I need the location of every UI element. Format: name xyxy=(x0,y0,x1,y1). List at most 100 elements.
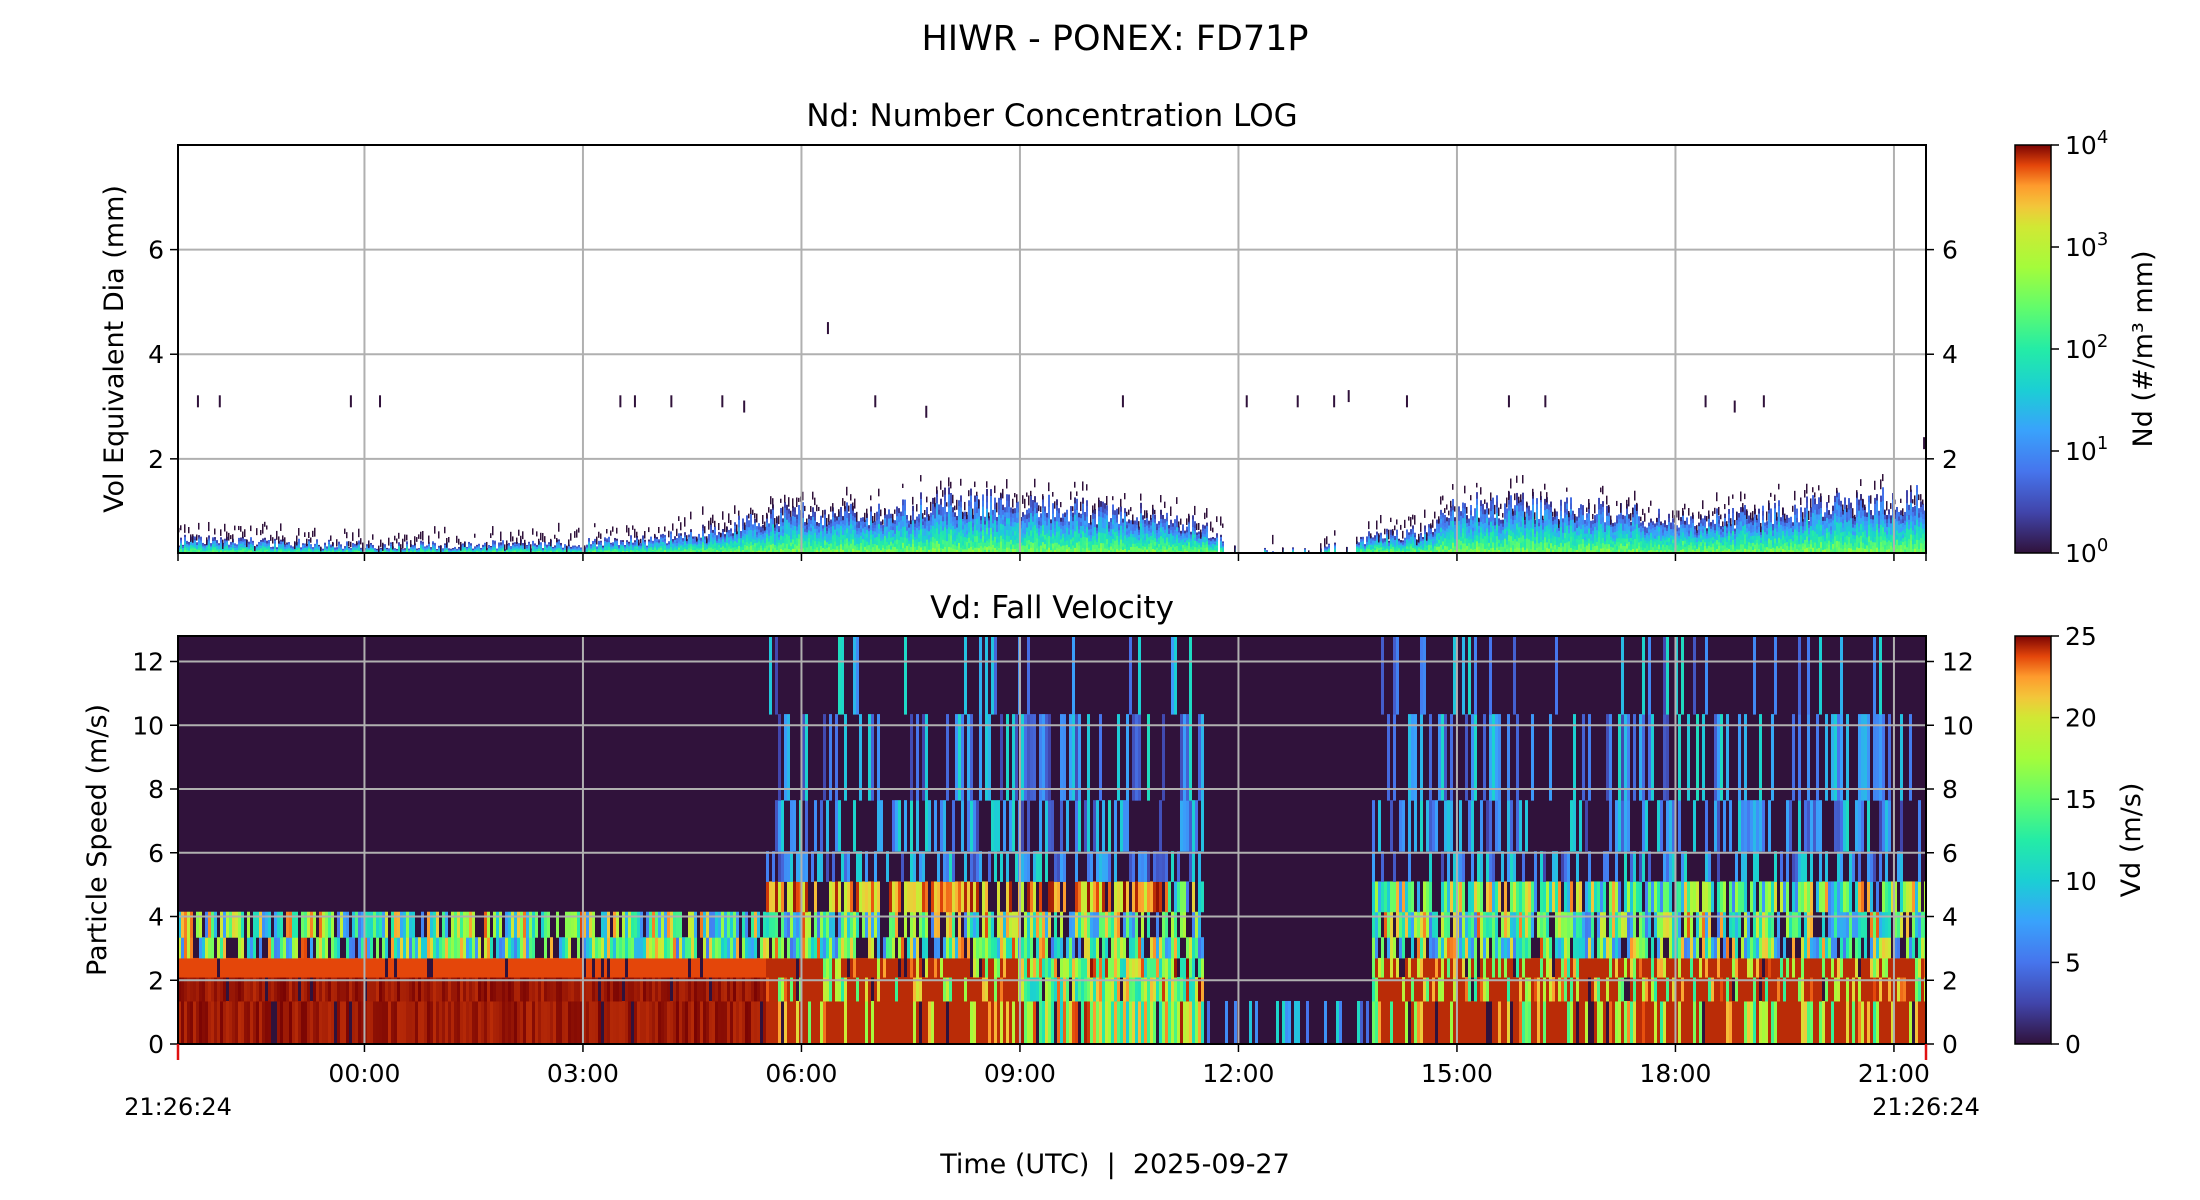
nd-cell xyxy=(662,547,664,550)
nd-cell xyxy=(984,542,986,547)
nd-cell xyxy=(1068,543,1070,548)
nd-cell xyxy=(760,537,762,541)
nd-cell xyxy=(1048,541,1050,548)
nd-cell xyxy=(1014,508,1016,514)
nd-speckle xyxy=(392,541,394,550)
nd-cell xyxy=(884,522,886,528)
nd-cell xyxy=(432,541,434,543)
nd-cell xyxy=(854,532,856,538)
nd-cell xyxy=(722,538,724,542)
nd-cell xyxy=(780,539,782,545)
nd-cell xyxy=(864,549,866,553)
nd-cell xyxy=(1050,546,1052,551)
nd-cell xyxy=(466,550,468,552)
nd-cell xyxy=(1016,527,1018,534)
nd-cell xyxy=(226,539,228,543)
nd-cell xyxy=(480,548,482,550)
nd-cell xyxy=(736,544,738,548)
nd-cell xyxy=(344,549,346,551)
nd-cell xyxy=(342,548,344,550)
nd-cell xyxy=(954,536,956,542)
nd-cell xyxy=(840,543,842,549)
nd-cell xyxy=(598,550,600,553)
nd-cell xyxy=(1036,522,1038,529)
nd-cell xyxy=(774,527,776,531)
nd-cell xyxy=(210,549,212,551)
nd-cell xyxy=(692,544,694,547)
nd-cell xyxy=(476,544,478,547)
nd-cell xyxy=(298,544,300,547)
nd-speckle xyxy=(920,475,922,482)
nd-cell xyxy=(1012,530,1014,536)
nd-cell xyxy=(788,508,790,514)
nd-cell xyxy=(982,500,984,507)
nd-cell xyxy=(598,549,600,552)
nd-cell xyxy=(672,539,674,541)
nd-cell xyxy=(520,548,522,551)
nd-cell xyxy=(610,548,612,551)
nd-cell xyxy=(942,548,944,553)
nd-cell xyxy=(852,548,854,553)
nd-cell xyxy=(1058,539,1060,545)
nd-cell xyxy=(964,536,966,542)
nd-cell xyxy=(330,544,332,546)
nd-cell xyxy=(598,545,600,548)
nd-cell xyxy=(828,533,830,538)
nd-cell xyxy=(914,539,916,544)
nd-cell xyxy=(558,544,560,547)
nd-cell xyxy=(904,542,906,549)
nd-cell xyxy=(422,541,424,544)
nd-cell xyxy=(822,525,824,529)
nd-cell xyxy=(900,515,902,521)
nd-cell xyxy=(190,543,192,546)
nd-cell xyxy=(740,544,742,547)
nd-cell xyxy=(190,544,192,547)
nd-cell xyxy=(734,537,736,542)
nd-cell xyxy=(474,549,476,551)
nd-cell xyxy=(1098,526,1100,533)
nd-cell xyxy=(866,529,868,534)
nd-cell xyxy=(698,547,700,550)
nd-cell xyxy=(942,539,944,545)
nd-cell xyxy=(1080,541,1082,546)
nd-cell xyxy=(808,541,810,546)
nd-cell xyxy=(1034,518,1036,526)
nd-cell xyxy=(344,548,346,550)
nd-cell xyxy=(1052,513,1054,519)
nd-cell xyxy=(1026,522,1028,528)
nd-speckle xyxy=(256,528,258,536)
nd-speckle xyxy=(636,531,638,538)
nd-cell xyxy=(648,539,650,542)
nd-cell xyxy=(466,548,468,550)
nd-cell xyxy=(664,536,666,540)
nd-cell xyxy=(640,545,642,547)
nd-cell xyxy=(770,539,772,545)
nd-cell xyxy=(844,538,846,545)
nd-cell xyxy=(230,542,232,545)
nd-cell xyxy=(672,541,674,544)
nd-cell xyxy=(1110,542,1112,547)
nd-cell xyxy=(546,547,548,549)
nd-cell xyxy=(184,540,186,543)
nd-speckle xyxy=(416,537,418,542)
nd-cell xyxy=(508,546,510,549)
nd-cell xyxy=(912,529,914,535)
nd-cell xyxy=(838,528,840,533)
nd-cell xyxy=(606,548,608,551)
nd-cell xyxy=(1032,505,1034,512)
nd-cell xyxy=(258,543,260,545)
nd-cell xyxy=(472,548,474,550)
nd-cell xyxy=(876,511,878,517)
nd-cell xyxy=(1112,519,1114,525)
nd-cell xyxy=(1070,506,1072,512)
nd-heatmap xyxy=(178,322,1926,553)
nd-cell xyxy=(726,534,728,538)
nd-cell xyxy=(366,548,368,550)
nd-cell xyxy=(552,549,554,552)
nd-cell xyxy=(1032,537,1034,543)
nd-cell xyxy=(332,546,334,549)
nd-cell xyxy=(822,536,824,540)
nd-cell xyxy=(724,539,726,543)
nd-cell xyxy=(842,516,844,521)
nd-cell xyxy=(996,538,998,543)
